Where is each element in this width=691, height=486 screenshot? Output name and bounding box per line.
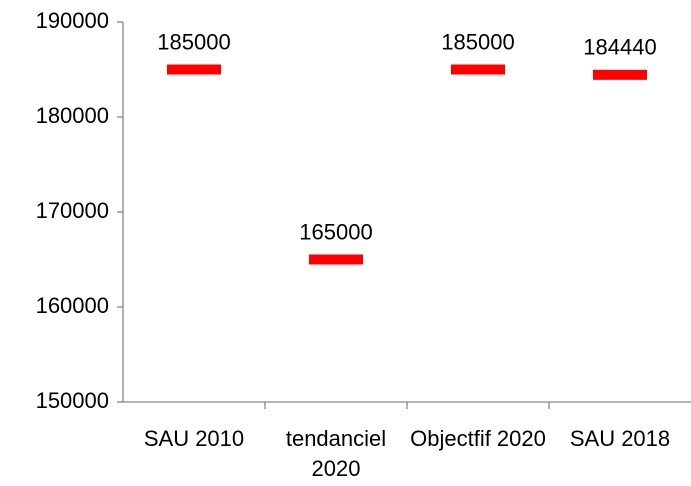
marker: [593, 69, 647, 80]
y-tick-label: 150000: [36, 388, 109, 413]
y-tick-label: 160000: [36, 293, 109, 318]
x-tick-label: SAU 2010: [143, 426, 245, 451]
x-tick-label: tendanciel 2020: [285, 426, 387, 481]
y-tick-label: 180000: [36, 103, 109, 128]
value-label: 184440: [583, 35, 656, 60]
value-label: 185000: [157, 29, 230, 54]
x-tick-label: SAU 2018: [569, 426, 671, 451]
x-tick-label: Objectfif 2020: [410, 426, 546, 451]
y-tick-label: 170000: [36, 198, 109, 223]
marker: [167, 64, 221, 75]
value-label: 165000: [299, 219, 372, 244]
value-label: 185000: [441, 29, 514, 54]
marker: [309, 254, 363, 265]
y-tick-label: 190000: [36, 8, 109, 33]
marker: [451, 64, 505, 75]
